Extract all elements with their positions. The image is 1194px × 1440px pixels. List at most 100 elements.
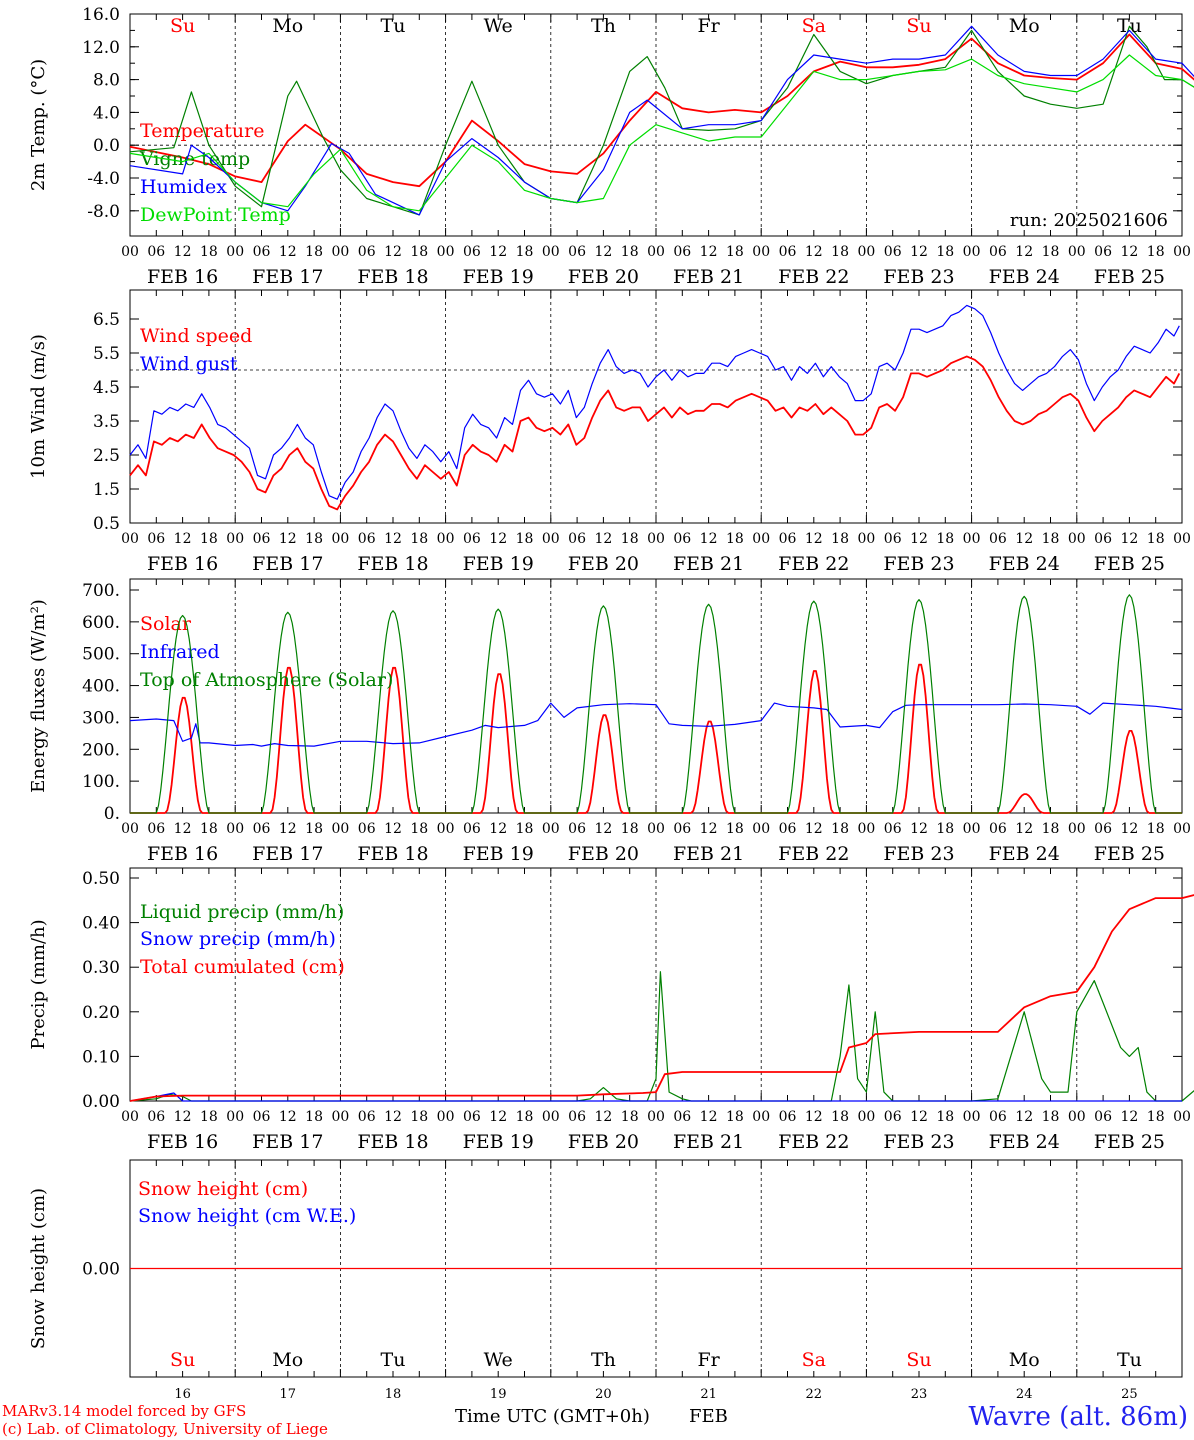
weekday-label: Su bbox=[906, 15, 931, 37]
weekday-label: Th bbox=[591, 15, 616, 37]
hour-label: 06 bbox=[253, 244, 271, 260]
y-tick-label: 8.0 bbox=[93, 71, 120, 91]
y-tick-label: 2.5 bbox=[93, 446, 120, 466]
hour-label: 00 bbox=[857, 821, 875, 837]
hour-label: 06 bbox=[779, 1109, 797, 1125]
weekday-label: Sa bbox=[802, 1349, 826, 1371]
hour-label: 18 bbox=[726, 1109, 744, 1125]
weekday-label: Mo bbox=[272, 15, 303, 37]
hour-label: 00 bbox=[1068, 821, 1086, 837]
date-label: FEB 16 bbox=[147, 1131, 218, 1153]
hour-label: 00 bbox=[542, 821, 560, 837]
hour-label: 00 bbox=[963, 1109, 981, 1125]
date-label: FEB 22 bbox=[778, 1131, 849, 1153]
hour-label: 18 bbox=[305, 531, 323, 547]
hour-label: 12 bbox=[1015, 821, 1033, 837]
hour-label: 12 bbox=[910, 244, 928, 260]
legend-entry: Solar bbox=[140, 613, 192, 635]
date-label: FEB 24 bbox=[989, 266, 1060, 288]
date-label: FEB 20 bbox=[568, 266, 639, 288]
run-annotation: run: 2025021606 bbox=[1010, 210, 1168, 231]
hour-label: 18 bbox=[621, 1109, 639, 1125]
hour-label: 18 bbox=[1147, 531, 1165, 547]
legend-entry: DewPoint Temp bbox=[140, 204, 291, 226]
hour-label: 06 bbox=[673, 531, 691, 547]
hour-label: 12 bbox=[1120, 821, 1138, 837]
hour-label: 12 bbox=[1120, 244, 1138, 260]
hour-label: 06 bbox=[147, 821, 165, 837]
day-number: 25 bbox=[1121, 1387, 1138, 1402]
day-number: 16 bbox=[174, 1387, 191, 1402]
hour-label: 12 bbox=[910, 1109, 928, 1125]
weekday-label: Su bbox=[906, 1349, 931, 1371]
hour-label: 00 bbox=[331, 244, 349, 260]
hour-label: 18 bbox=[516, 1109, 534, 1125]
hour-label: 00 bbox=[542, 244, 560, 260]
hour-label: 06 bbox=[463, 531, 481, 547]
weekday-label: Su bbox=[170, 1349, 195, 1371]
hour-label: 06 bbox=[673, 244, 691, 260]
day-number: 18 bbox=[385, 1387, 402, 1402]
hour-label: 18 bbox=[305, 1109, 323, 1125]
y-tick-label: 3.5 bbox=[93, 412, 120, 432]
weekday-label: Tu bbox=[1117, 1349, 1142, 1371]
hour-label: 00 bbox=[857, 244, 875, 260]
y-tick-label: 16.0 bbox=[82, 5, 120, 25]
hour-label: 06 bbox=[779, 821, 797, 837]
hour-label: 00 bbox=[1173, 531, 1191, 547]
hour-label: 06 bbox=[1094, 821, 1112, 837]
series-line bbox=[129, 355, 1181, 511]
series-line bbox=[129, 25, 1194, 216]
date-label: FEB 23 bbox=[883, 843, 954, 865]
y-tick-label: 700. bbox=[82, 581, 120, 601]
legend-entry: Liquid precip (mm/h) bbox=[140, 901, 344, 923]
hour-label: 18 bbox=[936, 821, 954, 837]
hour-label: 00 bbox=[226, 1109, 244, 1125]
hour-label: 12 bbox=[174, 821, 192, 837]
hour-label: 06 bbox=[358, 244, 376, 260]
hour-label: 12 bbox=[1015, 244, 1033, 260]
weekday-label: Tu bbox=[1117, 15, 1142, 37]
hour-label: 00 bbox=[857, 531, 875, 547]
hour-label: 18 bbox=[410, 1109, 428, 1125]
legend-entry: Snow height (cm W.E.) bbox=[138, 1205, 356, 1227]
hour-label: 18 bbox=[516, 821, 534, 837]
hour-label: 12 bbox=[1120, 531, 1138, 547]
weekday-label: Sa bbox=[802, 15, 826, 37]
y-tick-label: 100. bbox=[82, 772, 120, 792]
y-axis-label: Energy fluxes (W/m²) bbox=[28, 599, 49, 793]
y-tick-label: 300. bbox=[82, 708, 120, 728]
hour-label: 12 bbox=[174, 1109, 192, 1125]
y-tick-label: 0.5 bbox=[93, 514, 120, 534]
hour-label: 12 bbox=[805, 1109, 823, 1125]
date-label: FEB 23 bbox=[883, 553, 954, 575]
date-label: FEB 19 bbox=[463, 843, 534, 865]
hour-label: 12 bbox=[489, 821, 507, 837]
hour-label: 06 bbox=[253, 1109, 271, 1125]
hour-label: 12 bbox=[1015, 1109, 1033, 1125]
legend-entry: Wind speed bbox=[140, 325, 252, 347]
hour-label: 06 bbox=[884, 821, 902, 837]
hour-label: 00 bbox=[437, 821, 455, 837]
y-tick-label: 0.30 bbox=[82, 958, 120, 978]
hour-label: 00 bbox=[647, 821, 665, 837]
series-line bbox=[129, 304, 1180, 500]
date-label: FEB 18 bbox=[357, 266, 428, 288]
legend-entry: Snow height (cm) bbox=[138, 1178, 308, 1200]
hour-label: 12 bbox=[384, 821, 402, 837]
hour-label: 12 bbox=[384, 1109, 402, 1125]
hour-label: 06 bbox=[884, 244, 902, 260]
hour-label: 06 bbox=[779, 531, 797, 547]
hour-label: 06 bbox=[358, 821, 376, 837]
weekday-label: Tu bbox=[381, 1349, 406, 1371]
y-axis-label: 2m Temp. (°C) bbox=[28, 59, 49, 191]
date-label: FEB 21 bbox=[673, 266, 744, 288]
hour-label: 06 bbox=[1094, 1109, 1112, 1125]
hour-label: 18 bbox=[410, 531, 428, 547]
y-tick-label: 5.5 bbox=[93, 344, 120, 364]
series-line bbox=[129, 33, 1194, 188]
date-label: FEB 17 bbox=[252, 843, 323, 865]
hour-label: 00 bbox=[331, 1109, 349, 1125]
hour-label: 12 bbox=[594, 821, 612, 837]
hour-label: 18 bbox=[200, 1109, 218, 1125]
